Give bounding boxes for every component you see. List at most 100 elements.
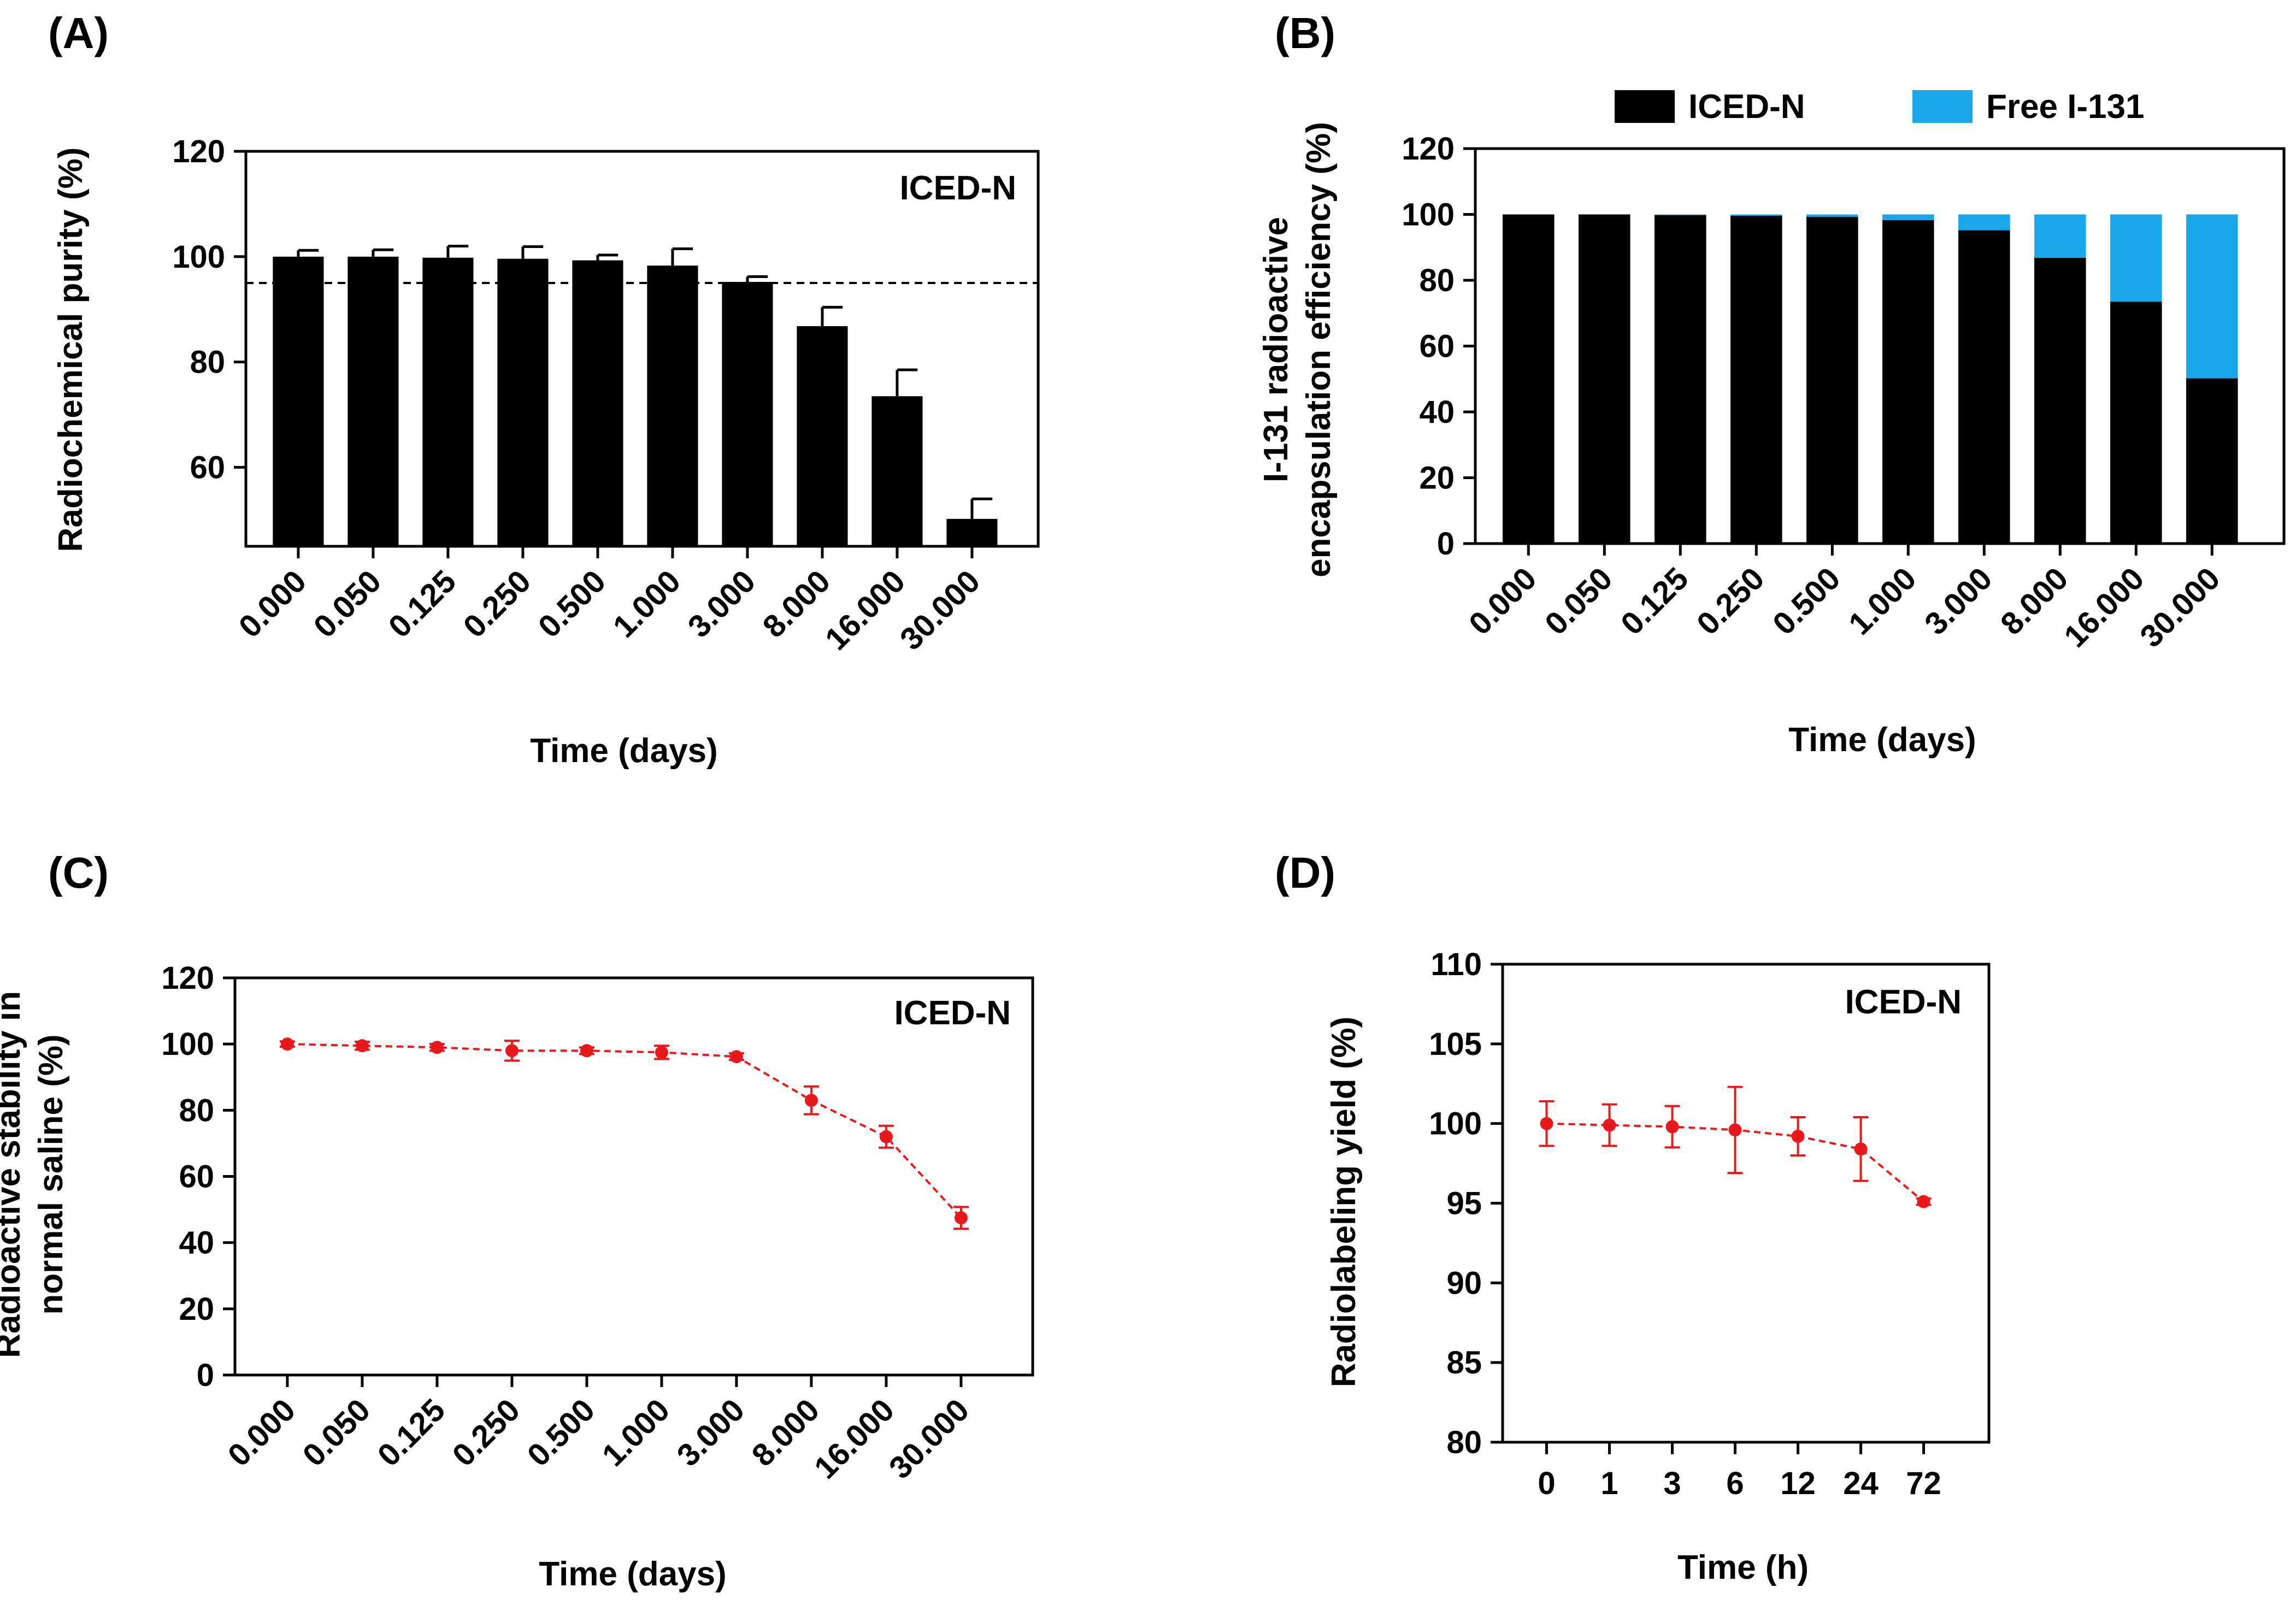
y-tick-label: 0: [197, 1358, 214, 1393]
bar: [647, 265, 698, 546]
bar-free-i131: [1730, 214, 1782, 216]
x-tick-label: 30.000: [882, 1392, 976, 1485]
bar-iced-n: [1655, 215, 1706, 544]
y-tick-label: 100: [172, 239, 225, 275]
data-point: [430, 1041, 444, 1054]
bar: [797, 326, 848, 546]
bar-free-i131: [1806, 214, 1858, 217]
panel-label-d: (D): [1275, 848, 1335, 897]
x-tick-label: 6: [1726, 1466, 1744, 1501]
bar: [722, 282, 773, 546]
x-tick-label: 30.000: [893, 563, 987, 657]
x-tick-label: 0.050: [296, 1392, 377, 1473]
legend-swatch-free-i131: [1912, 90, 1973, 123]
x-tick-label: 3.000: [1918, 560, 1999, 642]
y-axis-title: normal saline (%): [32, 1034, 70, 1314]
bar-free-i131: [2186, 214, 2238, 379]
x-tick-label: 0.000: [1462, 560, 1544, 642]
y-tick-label: 40: [1419, 394, 1455, 430]
chart-c-saline-stability: 0 20 40 60 80 100 120 0.0000.0500.1250.2500.500…: [0, 960, 1034, 1593]
bar-free-i131: [2110, 214, 2162, 302]
plot-frame: [244, 150, 1040, 548]
y-tick-label: 100: [161, 1026, 214, 1062]
data-point: [580, 1044, 593, 1058]
data-point: [355, 1039, 369, 1053]
bar: [572, 260, 623, 547]
plot-frame: [1501, 963, 1991, 1444]
bar-iced-n: [1882, 220, 1934, 544]
bar-free-i131: [1958, 214, 2010, 231]
chart-d-radiolabeling-yield: 80 85 90 95 100 105 110 0 1 3 6 12 24 72 Time (h) Radio…: [1325, 947, 1991, 1586]
y-tick-label: 20: [1419, 461, 1455, 496]
legend-swatch-iced-n: [1615, 90, 1675, 123]
x-tick-label: 1.000: [606, 563, 687, 645]
y-tick-label: 100: [1429, 1106, 1482, 1142]
y-tick-label: 60: [190, 450, 225, 485]
plot-frame: [233, 976, 1034, 1377]
y-tick-label: 120: [172, 134, 225, 169]
x-tick-label: 0: [1538, 1466, 1555, 1501]
y-axis-title: Radioactive stability in: [0, 991, 27, 1358]
x-tick-label: 0.125: [381, 563, 463, 645]
series-line: [287, 1043, 962, 1219]
x-tick-label: 1.000: [1842, 560, 1923, 642]
inset-label: ICED-N: [1845, 983, 1962, 1021]
bar-free-i131: [2034, 214, 2086, 258]
x-tick-label: 0.500: [531, 563, 613, 645]
x-axis-title: Time (h): [1677, 1549, 1809, 1586]
y-tick-label: 95: [1446, 1186, 1482, 1222]
data-point: [879, 1130, 893, 1143]
bar: [348, 256, 399, 546]
x-tick-label: 30.000: [2133, 560, 2227, 654]
y-tick-label: 105: [1429, 1026, 1482, 1062]
x-tick-label: 0.250: [456, 563, 538, 645]
panel-label-b: (B): [1275, 9, 1335, 57]
bar-iced-n: [1958, 230, 2010, 544]
bar: [872, 396, 923, 546]
x-tick-label: 72: [1906, 1466, 1941, 1501]
bar-iced-n: [2110, 302, 2162, 544]
x-tick-label: 0.125: [1614, 560, 1695, 642]
data-point: [1791, 1130, 1805, 1143]
bar-iced-n: [1503, 214, 1555, 544]
y-tick-label: 120: [161, 960, 214, 996]
x-tick-label: 0.250: [1690, 560, 1771, 642]
data-point: [1854, 1142, 1868, 1156]
inset-label: ICED-N: [894, 994, 1011, 1032]
data-point: [1540, 1117, 1553, 1130]
y-tick-label: 80: [179, 1093, 214, 1128]
x-tick-label: 0.000: [221, 1392, 302, 1473]
x-axis-title: Time (days): [539, 1555, 726, 1593]
x-tick-label: 3.000: [670, 1392, 751, 1473]
x-tick-label: 16.000: [808, 1392, 901, 1485]
inset-label: ICED-N: [899, 169, 1016, 207]
x-tick-label: 16.000: [2057, 560, 2151, 654]
x-tick-label: 12: [1780, 1466, 1816, 1501]
bar-iced-n: [2034, 258, 2086, 544]
y-tick-label: 80: [1419, 263, 1455, 298]
chart-a-radiochemical-purity: 60 80 100 120 0.0000.0500.1250.2500.5001.000…: [52, 134, 1040, 770]
data-point: [505, 1044, 519, 1058]
y-tick-label: 100: [1402, 197, 1455, 233]
x-tick-label: 0.050: [1538, 560, 1620, 642]
x-tick-label: 24: [1843, 1466, 1879, 1501]
y-tick-label: 0: [1437, 526, 1455, 562]
y-axis-title: Radiochemical purity (%): [52, 147, 90, 552]
x-tick-label: 1: [1600, 1466, 1618, 1501]
y-tick-label: 80: [190, 345, 225, 380]
y-axis-title: encapsulation efficiency (%): [1300, 122, 1338, 577]
x-tick-label: 16.000: [819, 563, 912, 657]
y-tick-label: 60: [179, 1159, 214, 1195]
data-point: [729, 1050, 743, 1064]
data-point: [1917, 1195, 1930, 1208]
bar: [422, 257, 474, 546]
bar-free-i131: [1882, 214, 1934, 220]
bar: [273, 256, 324, 546]
y-tick-label: 90: [1446, 1265, 1482, 1301]
bar-iced-n: [1806, 216, 1858, 544]
y-tick-label: 80: [1446, 1425, 1482, 1460]
y-tick-label: 110: [1430, 947, 1482, 982]
x-tick-label: 0.000: [232, 563, 313, 645]
panel-label-a: (A): [48, 9, 109, 57]
